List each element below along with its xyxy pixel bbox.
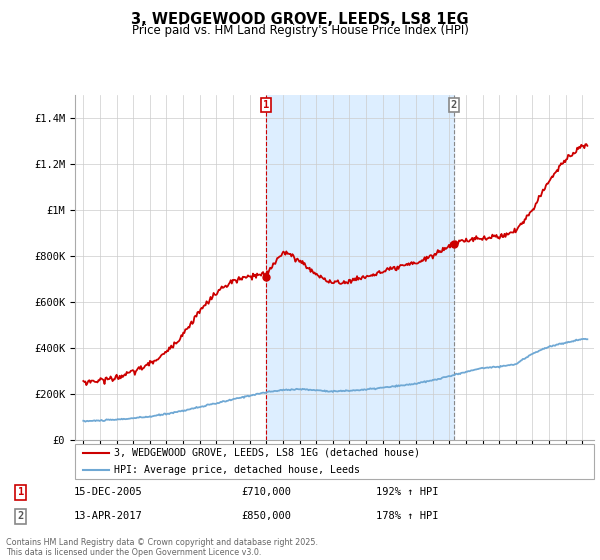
Text: 13-APR-2017: 13-APR-2017 bbox=[74, 511, 142, 521]
Text: £710,000: £710,000 bbox=[241, 488, 291, 497]
Text: £850,000: £850,000 bbox=[241, 511, 291, 521]
Bar bbox=[266, 95, 454, 440]
Text: 178% ↑ HPI: 178% ↑ HPI bbox=[376, 511, 439, 521]
Text: 2: 2 bbox=[17, 511, 24, 521]
Text: 2: 2 bbox=[451, 100, 457, 110]
Text: 3, WEDGEWOOD GROVE, LEEDS, LS8 1EG (detached house): 3, WEDGEWOOD GROVE, LEEDS, LS8 1EG (deta… bbox=[114, 447, 420, 458]
Text: 1: 1 bbox=[263, 100, 269, 110]
Text: 1: 1 bbox=[17, 488, 24, 497]
Text: Price paid vs. HM Land Registry's House Price Index (HPI): Price paid vs. HM Land Registry's House … bbox=[131, 24, 469, 36]
Text: 192% ↑ HPI: 192% ↑ HPI bbox=[376, 488, 439, 497]
Text: 15-DEC-2005: 15-DEC-2005 bbox=[74, 488, 142, 497]
Text: 3, WEDGEWOOD GROVE, LEEDS, LS8 1EG: 3, WEDGEWOOD GROVE, LEEDS, LS8 1EG bbox=[131, 12, 469, 27]
Text: HPI: Average price, detached house, Leeds: HPI: Average price, detached house, Leed… bbox=[114, 465, 360, 475]
FancyBboxPatch shape bbox=[75, 444, 594, 479]
Text: Contains HM Land Registry data © Crown copyright and database right 2025.
This d: Contains HM Land Registry data © Crown c… bbox=[6, 538, 318, 557]
